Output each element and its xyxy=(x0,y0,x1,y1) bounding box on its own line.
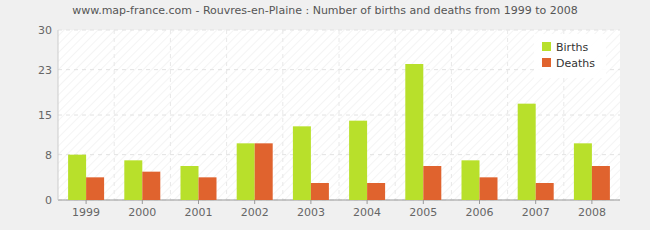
x-tick-label: 2003 xyxy=(297,206,325,219)
bar xyxy=(237,143,255,200)
y-tick-label: 30 xyxy=(38,24,52,37)
bars xyxy=(68,64,610,200)
x-tick-label: 2006 xyxy=(466,206,494,219)
bar xyxy=(181,166,199,200)
y-tick-label: 15 xyxy=(38,109,52,122)
x-tick xyxy=(142,200,143,204)
legend: Births Deaths xyxy=(534,34,606,78)
chart-container: www.map-france.com - Rouvres-en-Plaine :… xyxy=(0,0,650,230)
bar xyxy=(349,121,367,200)
legend-box xyxy=(534,34,606,78)
legend-label: Births xyxy=(556,41,588,54)
x-tick-label: 2001 xyxy=(185,206,213,219)
x-tick xyxy=(479,200,480,204)
bar xyxy=(68,155,86,200)
x-tick-label: 2008 xyxy=(578,206,606,219)
x-tick xyxy=(254,200,255,204)
plot-area xyxy=(58,30,620,200)
bar xyxy=(86,177,104,200)
title: www.map-france.com - Rouvres-en-Plaine :… xyxy=(72,4,578,17)
v-grid-line xyxy=(451,30,452,200)
bar xyxy=(293,126,311,200)
bar xyxy=(405,64,423,200)
x-tick xyxy=(591,200,592,204)
bar xyxy=(311,183,329,200)
x-tick xyxy=(423,200,424,204)
legend-label: Deaths xyxy=(556,57,595,70)
v-grid-line xyxy=(226,30,227,200)
x-tick xyxy=(86,200,87,204)
bar xyxy=(574,143,592,200)
bar xyxy=(518,104,536,200)
bar xyxy=(592,166,610,200)
v-grid-line xyxy=(114,30,115,200)
x-tick xyxy=(535,200,536,204)
y-axis xyxy=(58,30,59,200)
bar xyxy=(367,183,385,200)
y-tick-label: 23 xyxy=(38,64,52,77)
background xyxy=(0,0,650,230)
bar xyxy=(462,160,480,200)
x-tick-label: 2005 xyxy=(409,206,437,219)
v-grid-line xyxy=(282,30,283,200)
bar xyxy=(124,160,142,200)
bar xyxy=(142,172,160,200)
x-tick xyxy=(367,200,368,204)
chart-svg: www.map-france.com - Rouvres-en-Plaine :… xyxy=(0,0,650,230)
bar xyxy=(255,143,273,200)
v-grid-line xyxy=(339,30,340,200)
y-tick-label: 0 xyxy=(45,194,52,207)
x-tick-label: 2002 xyxy=(241,206,269,219)
x-tick-label: 2007 xyxy=(522,206,550,219)
bar xyxy=(536,183,554,200)
x-tick-label: 1999 xyxy=(72,206,100,219)
y-tick-label: 8 xyxy=(45,149,52,162)
legend-swatch xyxy=(542,42,551,51)
bar xyxy=(480,177,498,200)
x-tick-label: 2000 xyxy=(128,206,156,219)
bar xyxy=(423,166,441,200)
x-tick-label: 2004 xyxy=(353,206,381,219)
v-grid-line xyxy=(170,30,171,200)
bar xyxy=(199,177,217,200)
x-tick xyxy=(310,200,311,204)
v-grid-line xyxy=(507,30,508,200)
v-grid-line xyxy=(395,30,396,200)
legend-swatch xyxy=(542,58,551,67)
x-tick xyxy=(198,200,199,204)
